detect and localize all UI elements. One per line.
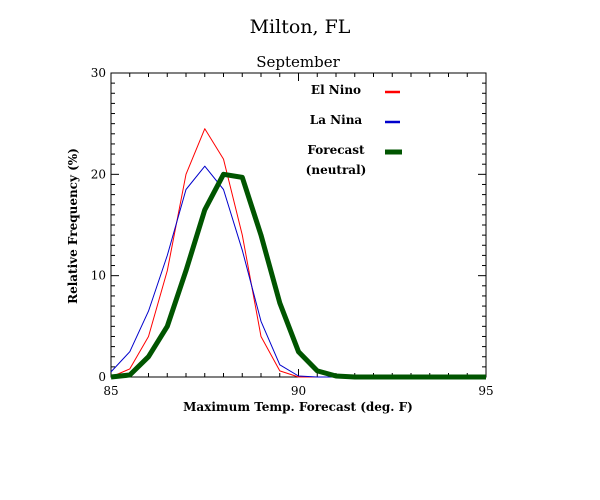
legend: El Nino La Nina Forecast (neutral) <box>306 83 402 177</box>
chart-subtitle: September <box>256 53 340 71</box>
x-tick-label: 90 <box>291 384 306 398</box>
legend-label-forecast: Forecast <box>307 143 365 157</box>
series-line-forecast <box>110 171 486 380</box>
x-tick-label: 95 <box>478 384 493 398</box>
axis-ticks <box>110 72 487 378</box>
series-lines <box>110 128 486 380</box>
legend-label-el-nino: El Nino <box>311 83 361 97</box>
legend-note: (neutral) <box>306 163 367 177</box>
series-line-el-nino <box>110 128 486 378</box>
plot-frame <box>110 72 487 378</box>
y-tick-label: 0 <box>98 370 106 384</box>
chart-title: Milton, FL <box>250 16 351 38</box>
y-tick-label: 30 <box>91 66 106 80</box>
axis-tick-labels: 85 90 95 0 10 20 30 <box>91 66 494 398</box>
y-tick-label: 20 <box>91 167 106 181</box>
x-tick-label: 85 <box>103 384 118 398</box>
y-axis-label: Relative Frequency (%) <box>66 148 80 304</box>
y-tick-label: 10 <box>91 269 106 283</box>
legend-label-la-nina: La Nina <box>310 113 363 127</box>
x-axis-label: Maximum Temp. Forecast (deg. F) <box>183 400 413 414</box>
